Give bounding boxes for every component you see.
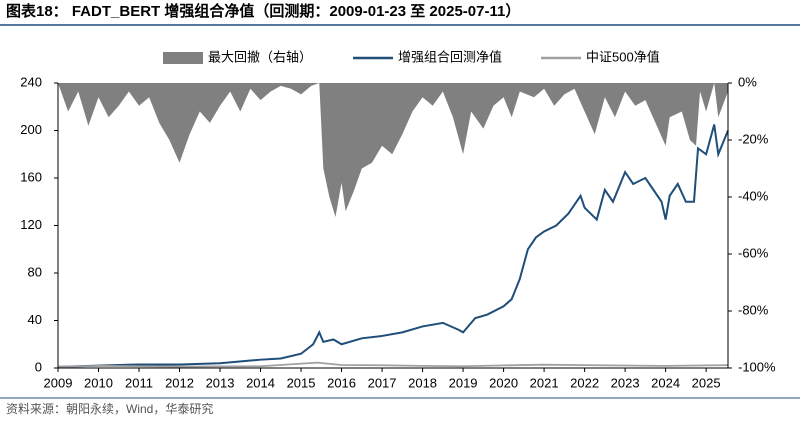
y2-tick-label: -60% [738,245,769,260]
legend-label: 增强组合回测净值 [398,49,502,64]
y-tick-label: 40 [28,312,42,327]
legend-swatch [163,52,203,64]
x-tick-label: 2024 [651,375,680,390]
net-value-line [57,361,729,368]
y-tick-label: 200 [20,122,42,137]
chart-title: 图表18： FADT_BERT 增强组合净值（回测期：2009-01-23 至 … [6,2,520,20]
x-tick-label: 2018 [408,375,437,390]
x-tick-label: 2017 [368,375,397,390]
net-value-line [57,124,729,368]
x-tick-label: 2013 [206,375,235,390]
x-tick-label: 2019 [449,375,478,390]
y-tick-label: 160 [20,169,42,184]
x-tick-label: 2025 [692,375,721,390]
x-tick-label: 2015 [287,375,316,390]
x-tick-label: 2011 [125,375,153,390]
y2-tick-label: -80% [738,302,769,317]
y-tick-label: 80 [28,264,42,279]
legend-label: 中证500净值 [586,49,660,64]
y-tick-label: 0 [35,359,42,374]
x-tick-label: 2014 [246,375,275,390]
y-tick-label: 120 [20,217,42,232]
x-tick-label: 2022 [570,375,599,390]
legend-label: 最大回撤（右轴） [208,49,312,64]
y-tick-label: 240 [20,74,42,89]
source-note: 资料来源：朝阳永续，Wind，华泰研究 [6,401,213,416]
x-tick-label: 2016 [327,375,356,390]
x-tick-label: 2010 [84,375,113,390]
x-tick-label: 2009 [44,375,73,390]
y2-tick-label: 0% [738,74,757,89]
x-tick-label: 2021 [530,375,559,390]
drawdown-area [58,83,728,217]
x-tick-label: 2023 [611,375,640,390]
y2-tick-label: -100% [738,359,776,374]
x-tick-label: 2012 [165,375,194,390]
x-tick-label: 2020 [489,375,518,390]
y2-tick-label: -20% [738,131,769,146]
y2-tick-label: -40% [738,188,769,203]
